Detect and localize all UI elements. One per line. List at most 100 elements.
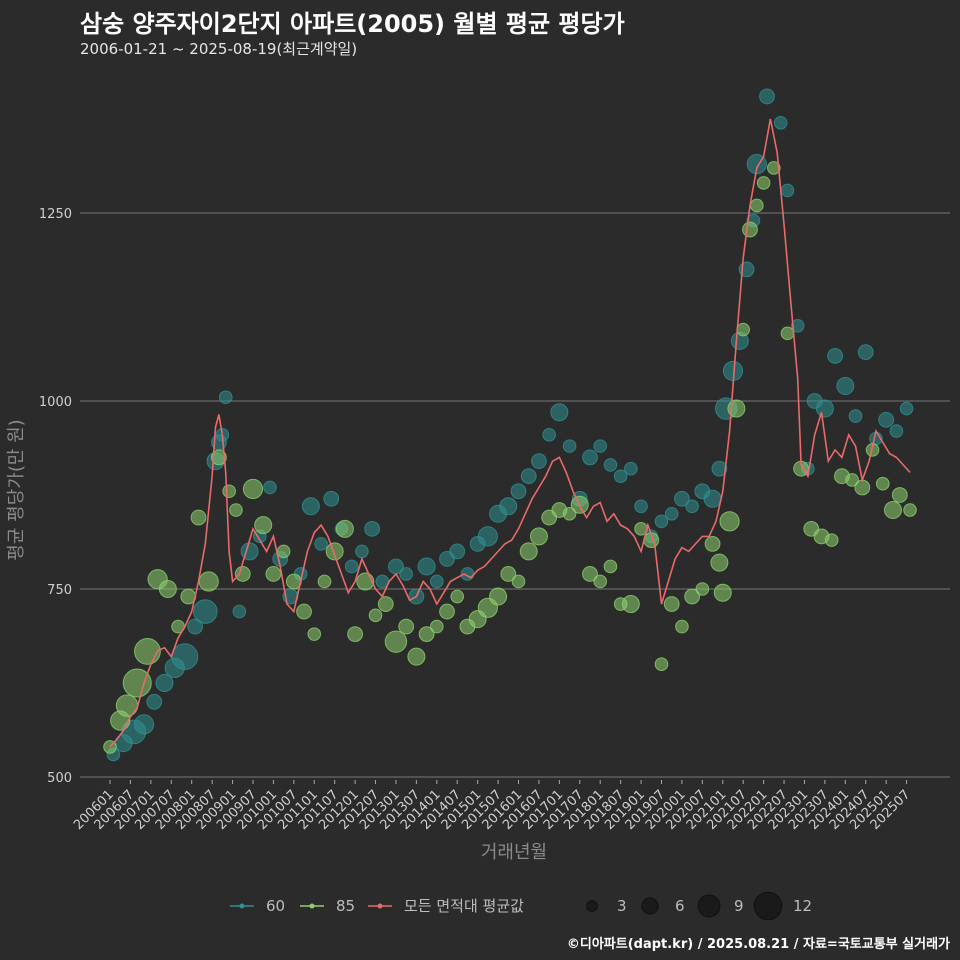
scatter-point-85 [824,533,839,547]
legend-size-label: 9 [734,897,744,915]
legend-size-circle [586,900,598,912]
legend-size-label: 12 [793,897,812,915]
scatter-point-85 [229,503,243,517]
scatter-point-85 [767,161,781,175]
scatter-point-60 [674,490,690,507]
scatter-point-60 [562,439,577,453]
scatter-point-85 [742,221,758,238]
legend-label: 85 [336,897,355,915]
legend-size-label: 3 [617,897,627,915]
scatter-point-60 [624,461,638,476]
legend-size-circle [641,897,659,915]
scatter-point-85 [211,449,227,466]
y-tick-label: 1000 [39,395,72,410]
scatter-point-85 [307,627,322,641]
scatter-point-60 [815,399,834,418]
y-tick-label: 750 [47,583,72,598]
scatter-point-85 [883,501,902,520]
y-tick-label: 500 [47,771,72,786]
scatter-point-85 [750,198,764,213]
scatter-point-60 [263,480,277,495]
scatter-point-85 [450,589,465,604]
scatter-point-85 [519,542,538,561]
scatter-point-85 [377,596,394,612]
scatter-point-60 [146,693,163,710]
scatter-point-60 [355,544,369,559]
scatter-point-85 [254,516,273,535]
scatter-point-60 [477,526,498,547]
scatter-point-60 [510,483,527,500]
scatter-point-85 [854,479,871,496]
scatter-point-85 [265,566,282,582]
legend-label: 60 [266,897,285,915]
scatter-point-60 [323,490,340,507]
legend-swatch-dot [309,903,315,909]
scatter-point-60 [531,453,547,470]
scatter-point-85 [407,647,426,666]
scatter-point-85 [418,626,435,643]
scatter-point-60 [520,468,537,485]
scatter-point-85 [115,694,139,717]
scatter-point-85 [663,596,680,612]
scatter-point-60 [550,403,569,422]
scatter-point-85 [562,507,577,521]
scatter-point-60 [430,574,444,589]
scatter-point-85 [654,657,669,672]
scatter-point-85 [710,553,729,572]
legend-size-circle [753,891,783,921]
x-axis: 2006012006072007012007072008012008072009… [71,780,913,833]
scatter-point-85 [430,619,444,634]
average-line-layer [109,118,911,748]
scatter-point-60 [613,469,628,484]
scatter-point-85 [621,595,640,614]
legend: 60 85 모든 면적대 평균값 3 6 9 12 [230,891,812,921]
scatter-point-85 [190,509,207,526]
scatter-point-60 [685,499,699,514]
scatter-point-60 [889,424,904,438]
scatter-point-85 [347,626,364,643]
scatter-point-60 [899,401,914,416]
scatter-point-85 [398,618,415,635]
scatter-point-85 [529,527,548,546]
scatter-point-85 [276,544,291,559]
y-axis-title: 평균 평당가(만 원) [6,419,27,560]
scatter-point-85 [317,574,332,589]
scatter-point-85 [296,603,312,620]
scatter-point-60 [634,499,648,514]
scatter-point-85 [845,473,859,487]
scatter-point-85 [122,668,152,698]
scatter-point-85 [891,487,908,503]
scatter-point-85 [713,583,732,602]
scatter-point-85 [780,326,795,341]
scatter-point-60 [187,618,204,635]
scatter-point-85 [593,574,608,589]
scatter-point-60 [857,344,874,361]
scatter-point-60 [171,643,199,671]
average-line [109,118,911,748]
scatter-point-60 [827,347,844,364]
scatter-point-60 [232,604,247,619]
scatter-point-60 [344,559,359,574]
scatter-point-60 [836,376,855,395]
chart-title: 삼숭 양주자이2단지 아파트(2005) 월별 평균 평당가 [80,10,625,38]
scatter-point-85 [684,588,701,605]
scatter-point-60 [301,497,320,516]
scatter-point-60 [155,674,174,692]
scatter-point-60 [133,714,155,735]
scatter-point-85 [325,542,344,561]
scatter-point-85 [603,559,618,574]
scatter-point-85 [384,630,408,653]
scatter-point-85 [500,566,517,582]
scatter-point-60 [780,183,795,198]
scatter-point-85 [368,608,383,623]
scatter-point-85 [736,322,750,337]
scatter-point-60 [664,507,679,521]
scatter-point-85 [511,574,526,589]
scatter-point-85 [234,566,251,582]
scatter-point-85 [719,511,740,532]
data-points [103,88,917,762]
scatter-point-60 [499,497,518,516]
scatter-point-85 [756,176,771,190]
scatter-point-60 [759,88,775,105]
